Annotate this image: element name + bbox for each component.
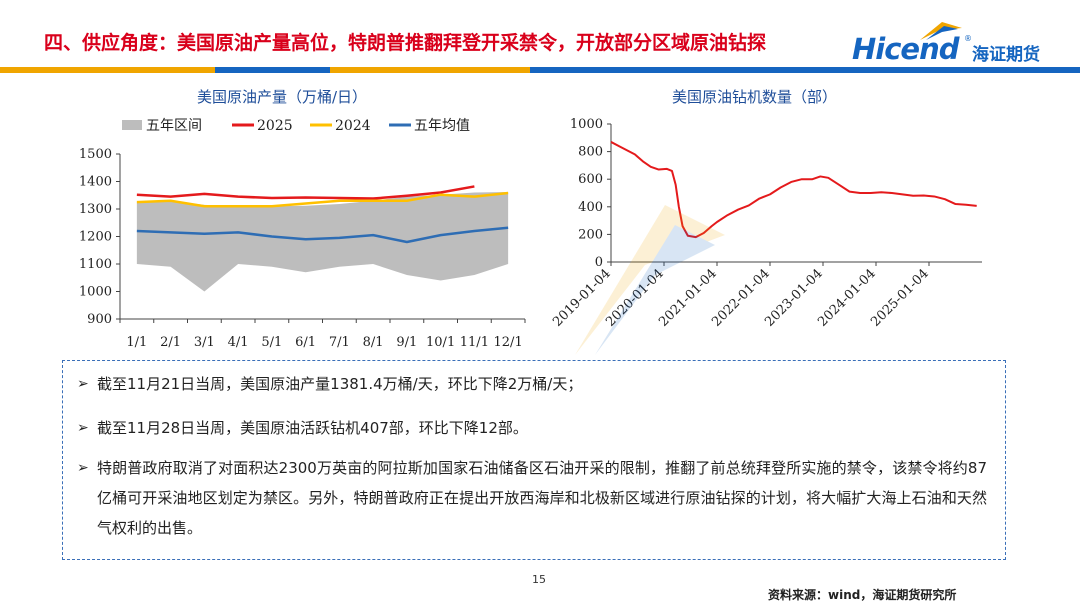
arrow-bullet-icon: ➢ xyxy=(77,376,89,392)
legend-swatch-band xyxy=(122,120,142,130)
arrow-bullet-icon: ➢ xyxy=(77,460,89,476)
bullet-text: 特朗普政府取消了对面积达2300万英亩的阿拉斯加国家石油储备区石油开采的限制，推… xyxy=(97,459,987,537)
production-chart: 900 1000 1100 1200 1300 1400 1500 1/1 2/1 3/1 4/1 5… xyxy=(79,118,526,350)
y-tick-label: 1000 xyxy=(79,285,112,300)
y-tick-label: 900 xyxy=(87,312,112,327)
y-tick-label: 1300 xyxy=(79,202,112,217)
y-tick-label: 1400 xyxy=(79,175,112,190)
page-number: 15 xyxy=(532,573,546,586)
x-tick-label: 5/1 xyxy=(261,335,282,350)
series-line-2024 xyxy=(136,191,509,208)
source-note: 资料来源：wind，海证期货研究所 xyxy=(768,588,957,602)
legend-label: 2025 xyxy=(257,118,293,134)
logo-registered-mark: ® xyxy=(964,34,972,43)
y-tick-label: 0 xyxy=(595,255,603,270)
logo-text-cn: 海证期货 xyxy=(972,45,1040,65)
x-tick-label: 7/1 xyxy=(329,335,350,350)
band-area-five-year-range xyxy=(136,191,509,292)
series-line-rig-count xyxy=(610,141,977,239)
header-color-band xyxy=(0,67,1080,73)
rig-count-chart: 020040060080010002019-01-042020-01-04202… xyxy=(550,117,982,330)
x-tick-label: 9/1 xyxy=(396,335,417,350)
series-line-五年均值 xyxy=(136,226,509,244)
y-tick-label: 1500 xyxy=(79,147,112,162)
chart-title-production: 美国原油产量（万桶/日） xyxy=(197,88,368,106)
y-tick-label: 1000 xyxy=(570,117,603,132)
x-tick-label: 4/1 xyxy=(228,335,249,350)
logo-wing-icon xyxy=(920,22,962,40)
page-title: 四、供应角度：美国原油产量高位，特朗普推翻拜登开采禁令，开放部分区域原油钻探 xyxy=(44,32,767,54)
y-tick-label: 1200 xyxy=(79,230,112,245)
y-tick-label: 1100 xyxy=(79,257,112,272)
chart-title-rigs: 美国原油钻机数量（部） xyxy=(672,88,838,106)
brand-logo: Hicend ® 海证期货 xyxy=(852,22,1052,66)
series-line-2025 xyxy=(136,185,475,200)
legend-label: 五年区间 xyxy=(146,118,202,134)
summary-box: ➢ 截至11月21日当周，美国原油产量1381.4万桶/天，环比下降2万桶/天；… xyxy=(62,360,1006,560)
y-tick-label: 800 xyxy=(578,145,603,160)
x-tick-label: 12/1 xyxy=(494,335,523,350)
x-tick-label: 2025-01-04 xyxy=(868,266,932,330)
bullet-text: 截至11月28日当周，美国原油活跃钻机407部，环比下降12部。 xyxy=(97,419,528,437)
y-tick-label: 600 xyxy=(578,172,603,187)
logo-text-en: Hicend xyxy=(852,32,959,66)
arrow-bullet-icon: ➢ xyxy=(77,420,89,436)
x-tick-label: 1/1 xyxy=(126,335,147,350)
x-tick-label: 8/1 xyxy=(363,335,384,350)
y-tick-label: 400 xyxy=(578,200,603,215)
x-tick-label: 6/1 xyxy=(295,335,316,350)
x-tick-label: 2/1 xyxy=(160,335,181,350)
x-tick-label: 11/1 xyxy=(460,335,489,350)
x-tick-label: 10/1 xyxy=(426,335,455,350)
y-tick-label: 200 xyxy=(578,227,603,242)
legend-label: 2024 xyxy=(335,118,371,134)
legend-label: 五年均值 xyxy=(414,118,470,134)
bullet-text: 截至11月21日当周，美国原油产量1381.4万桶/天，环比下降2万桶/天； xyxy=(97,375,583,393)
x-tick-label: 3/1 xyxy=(194,335,215,350)
